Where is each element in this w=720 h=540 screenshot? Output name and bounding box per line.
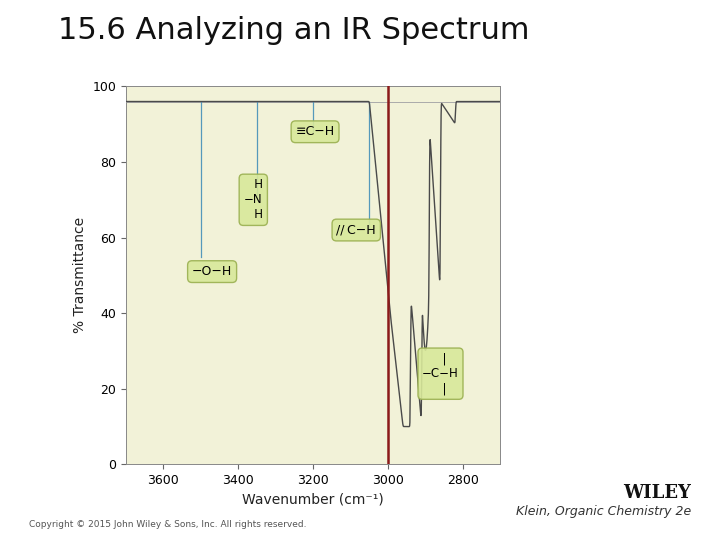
Text: |
−C−H
  |: | −C−H |	[422, 352, 459, 395]
Text: −O−H: −O−H	[192, 265, 233, 278]
Text: 15.6 Analyzing an IR Spectrum: 15.6 Analyzing an IR Spectrum	[58, 16, 529, 45]
Text: WILEY: WILEY	[624, 484, 691, 502]
Text: H
−N
   H: H −N H	[243, 178, 264, 221]
Text: Copyright © 2015 John Wiley & Sons, Inc. All rights reserved.: Copyright © 2015 John Wiley & Sons, Inc.…	[29, 520, 306, 529]
Text: Klein, Organic Chemistry 2e: Klein, Organic Chemistry 2e	[516, 505, 691, 518]
Text: ≡C−H: ≡C−H	[295, 125, 335, 138]
X-axis label: Wavenumber (cm⁻¹): Wavenumber (cm⁻¹)	[243, 492, 384, 507]
Text: // C−H: // C−H	[336, 224, 376, 237]
Y-axis label: % Transmittance: % Transmittance	[73, 217, 87, 334]
